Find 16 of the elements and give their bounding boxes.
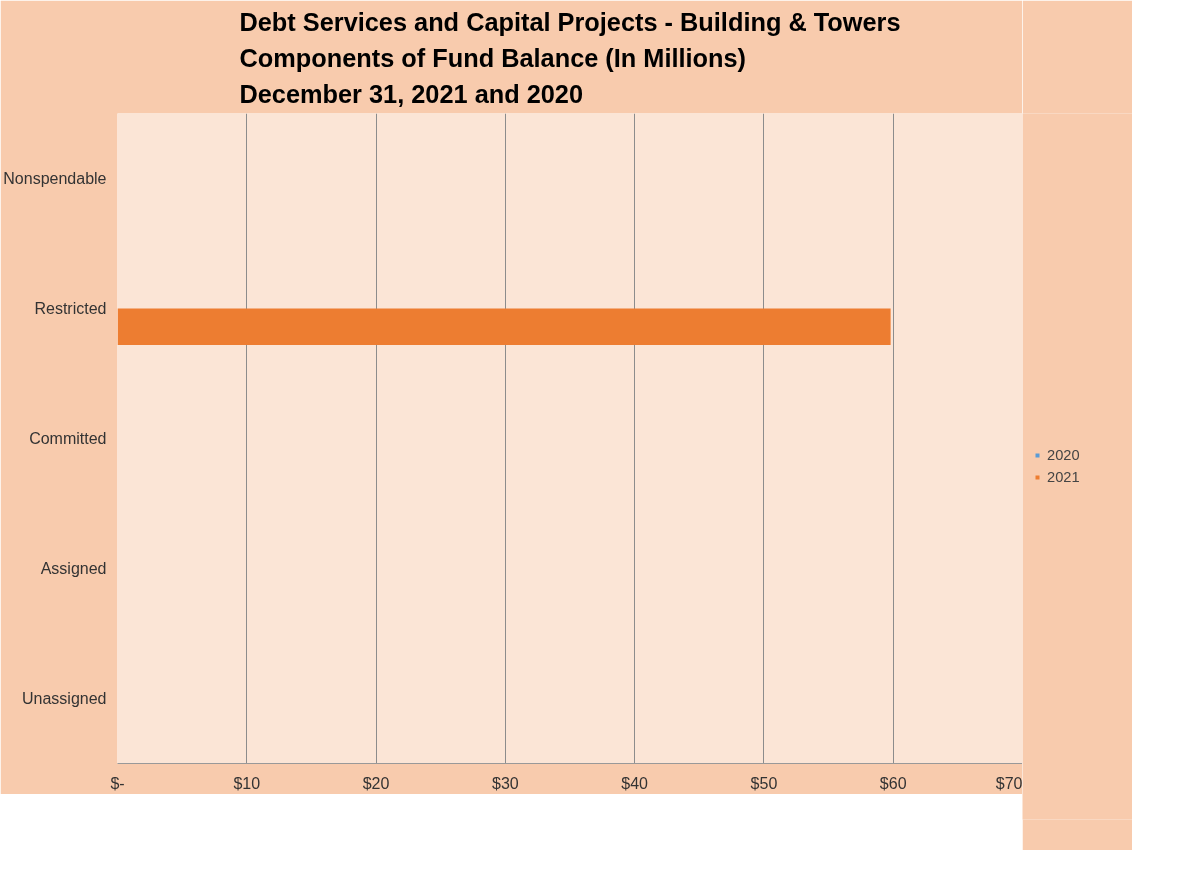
x-tick-label: $10 (233, 774, 261, 792)
x-tick-label: $20 (362, 774, 390, 792)
y-tick-label: Assigned (40, 560, 107, 577)
y-tick-label: Committed (29, 430, 107, 447)
y-tick-label: Unassigned (22, 690, 107, 707)
chart-title: Debt Services and Capital Projects - Building & Towers Components of Fund Balance (In Millions) December 31, 2021 and 2020 (239, 7, 901, 109)
x-tick-label: $- (110, 774, 125, 792)
x-tick-label: $60 (879, 774, 907, 792)
legend-label: 2020 (1047, 447, 1080, 463)
x-tick-label: $30 (492, 774, 519, 792)
x-tick-label: $40 (621, 774, 649, 792)
x-tick-label: $50 (750, 774, 778, 792)
y-tick-label: Nonspendable (3, 170, 107, 187)
x-tick-label: $70 (995, 774, 1023, 792)
y-tick-label: Restricted (34, 300, 107, 317)
legend-label: 2021 (1047, 469, 1080, 485)
